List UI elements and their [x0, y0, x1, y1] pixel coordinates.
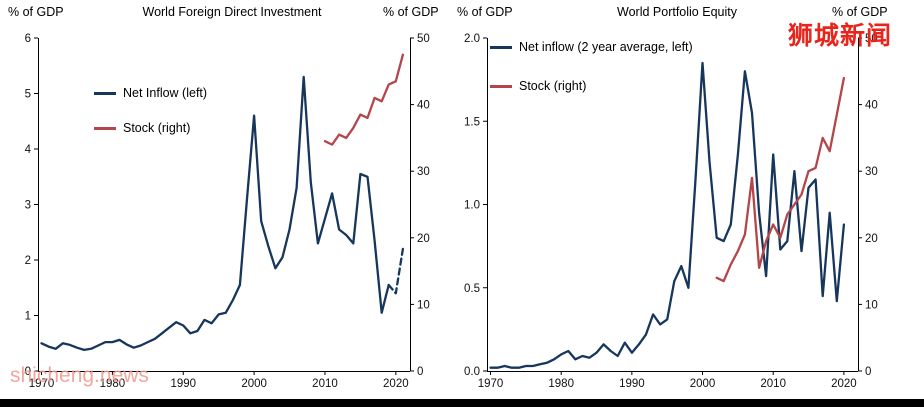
stock-line-swatch-icon	[94, 126, 116, 130]
svg-text:0.0: 0.0	[464, 366, 480, 378]
svg-text:30: 30	[417, 166, 430, 178]
svg-text:1.5: 1.5	[464, 116, 480, 128]
svg-text:0: 0	[25, 366, 31, 378]
fdi-legend-stock: Stock (right)	[94, 121, 190, 135]
svg-text:2000: 2000	[241, 378, 267, 390]
svg-text:20: 20	[417, 233, 430, 245]
svg-text:50: 50	[865, 33, 878, 45]
net-inflow-line-swatch-icon	[490, 45, 512, 49]
equity-legend-net-inflow: Net inflow (2 year average, left)	[490, 40, 693, 54]
fdi-chart-title: World Foreign Direct Investment	[142, 5, 322, 19]
legend-label: Stock (right)	[519, 79, 587, 93]
svg-text:5: 5	[25, 89, 31, 101]
svg-text:2000: 2000	[690, 378, 716, 390]
legend-label: Stock (right)	[123, 121, 191, 135]
svg-text:2020: 2020	[383, 378, 409, 390]
svg-text:2: 2	[25, 255, 31, 267]
svg-text:1970: 1970	[29, 378, 55, 390]
bottom-black-bar	[0, 399, 924, 407]
svg-text:10: 10	[417, 299, 430, 311]
svg-text:1: 1	[25, 311, 31, 323]
equity-right-axis-caption: % of GDP	[832, 5, 888, 19]
svg-text:0: 0	[865, 366, 871, 378]
net-inflow-line-swatch-icon	[94, 91, 116, 95]
svg-text:3: 3	[25, 200, 31, 212]
svg-text:10: 10	[865, 299, 878, 311]
fdi-legend-net-inflow: Net Inflow (left)	[94, 86, 207, 100]
equity-legend-stock: Stock (right)	[490, 79, 586, 93]
svg-text:40: 40	[865, 100, 878, 112]
svg-text:4: 4	[25, 144, 32, 156]
equity-chart-title: World Portfolio Equity	[617, 5, 737, 19]
svg-text:1990: 1990	[619, 378, 645, 390]
legend-label: Net Inflow (left)	[123, 86, 208, 100]
svg-text:2.0: 2.0	[464, 33, 480, 45]
svg-text:6: 6	[25, 33, 31, 45]
fdi-left-axis-caption: % of GDP	[8, 5, 64, 19]
legend-label: Net inflow (2 year average, left)	[519, 40, 693, 54]
svg-text:1990: 1990	[170, 378, 196, 390]
stock-line-swatch-icon	[490, 84, 512, 88]
svg-text:1980: 1980	[548, 378, 574, 390]
svg-text:1970: 1970	[478, 378, 504, 390]
fdi-right-axis-caption: % of GDP	[383, 5, 439, 19]
svg-text:2010: 2010	[760, 378, 786, 390]
svg-text:20: 20	[865, 233, 878, 245]
equity-left-axis-caption: % of GDP	[457, 5, 513, 19]
svg-text:50: 50	[417, 33, 430, 45]
svg-text:40: 40	[417, 100, 430, 112]
svg-text:30: 30	[865, 166, 878, 178]
svg-text:2020: 2020	[831, 378, 857, 390]
svg-text:1.0: 1.0	[464, 200, 480, 212]
svg-text:0: 0	[417, 366, 423, 378]
site-watermark-bottom-left: shicheng.news	[10, 364, 149, 387]
svg-text:2010: 2010	[312, 378, 338, 390]
site-watermark-top-right: 狮城新闻	[788, 22, 893, 50]
svg-text:1980: 1980	[100, 378, 126, 390]
svg-text:0.5: 0.5	[464, 283, 480, 295]
